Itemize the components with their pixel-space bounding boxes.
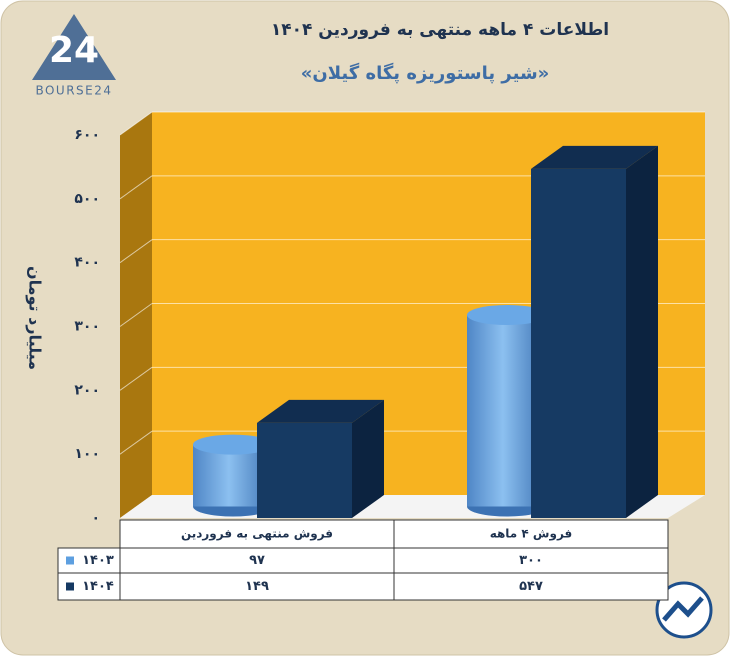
y-tick-label: ۵۰۰: [74, 191, 100, 207]
logo: 24 BOURSE24: [32, 14, 116, 98]
legend-label: ۱۴۰۳: [82, 553, 114, 568]
x-tick-label: فروش ۴ ماهه: [490, 527, 573, 542]
y-axis-label: میلیارد تومان: [26, 266, 45, 370]
grid-line: [119, 111, 153, 136]
chart-title: اطلاعات ۴ ماهه منتهی به فروردین ۱۴۰۴: [271, 20, 609, 40]
legend-label: ۱۴۰۴: [82, 579, 114, 594]
svg-text:24: 24: [49, 30, 99, 71]
grid-line: [119, 430, 153, 455]
grid-line: [119, 366, 153, 391]
value-label: ۹۷: [249, 553, 265, 568]
y-tick-label: ۴۰۰: [74, 255, 100, 271]
legend-swatch: [66, 556, 74, 565]
badge: [655, 581, 713, 639]
chart-subtitle: «شیر پاستوریزه پگاه گیلان»: [301, 62, 550, 84]
legend-swatch: [66, 582, 74, 591]
y-tick-label: ۲۰۰: [74, 382, 100, 398]
x-tick-label: فروش منتهی به فروردین: [181, 527, 333, 542]
grid-line: [119, 303, 153, 327]
brand: BOURSE24: [35, 84, 112, 98]
y-tick-label: ۳۰۰: [74, 319, 100, 335]
y-tick-label: ۱۰۰: [74, 446, 100, 462]
value-label: ۵۴۷: [519, 579, 543, 594]
grid-line: [119, 175, 153, 200]
grid-line: [119, 239, 153, 264]
value-label: ۳۰۰: [519, 553, 543, 568]
y-tick-label: ۰: [91, 510, 100, 526]
bar: [257, 399, 384, 518]
bar: [531, 145, 658, 518]
value-label: ۱۴۹: [245, 579, 269, 594]
y-tick-label: ۶۰۰: [74, 127, 100, 143]
